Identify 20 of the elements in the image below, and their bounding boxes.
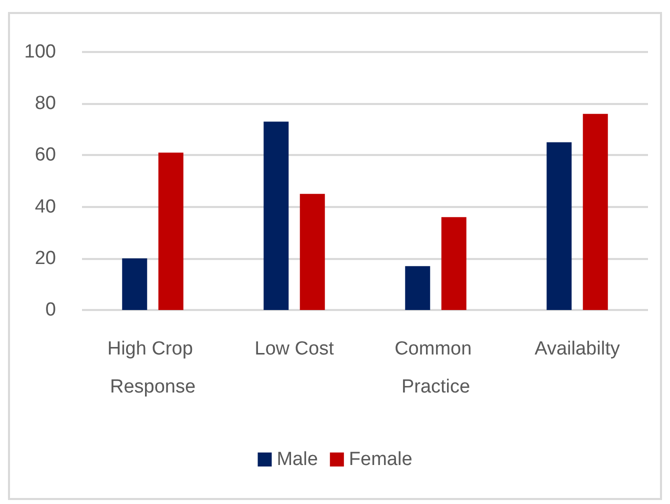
y-tick-label: 60 [34,144,56,166]
legend-label: Female [348,449,412,470]
legend-label: Male [276,449,318,470]
x-tick-label: High Crop Response [107,338,198,398]
y-tick-label: 80 [34,93,56,114]
x-tick-label: Common Practice [394,338,477,398]
y-tick-label: 100 [24,42,56,62]
y-tick-label: 0 [45,300,56,320]
bar [441,217,466,310]
bar [122,258,148,310]
bar [158,152,184,310]
bar [264,122,289,310]
bar [405,266,430,310]
y-tick-label: 20 [34,248,56,269]
bar [582,114,608,310]
x-tick-label: Availabilty [534,338,620,360]
x-tick-label: Low Cost [254,338,335,360]
bar [300,194,325,310]
bar [546,142,572,310]
y-tick-label: 40 [34,196,56,218]
